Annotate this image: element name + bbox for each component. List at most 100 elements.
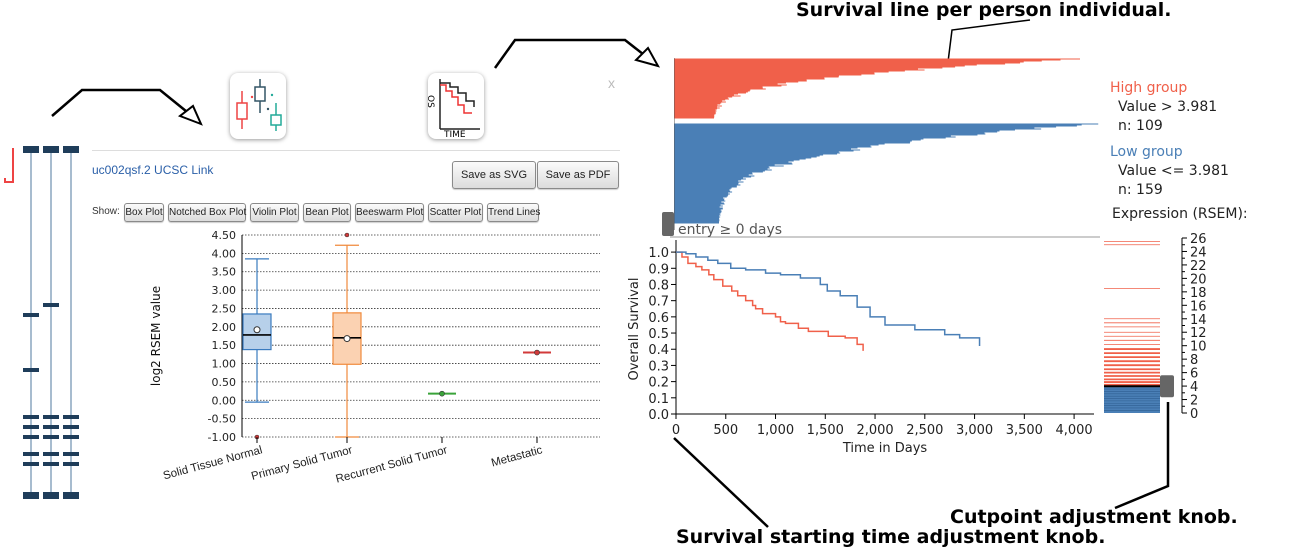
km-high-group-curve — [676, 251, 864, 351]
exon-block — [23, 462, 39, 466]
kaplan-meier-chart: entry ≥ 0 days 1.00.90.8 0.70.60.50.40.3 0.… — [627, 212, 1100, 456]
expression-tick-label: 20 — [1190, 272, 1207, 287]
km-ytick-label: 0.0 — [648, 408, 669, 423]
exon-block — [43, 462, 59, 466]
survival-line-annotation: Survival line per person individual. — [796, 0, 1172, 21]
km-low-group-curve — [676, 251, 981, 346]
low-group-title: Low group — [1110, 144, 1183, 160]
bean-plot-button[interactable]: Bean Plot — [303, 203, 351, 222]
expression-tick-label: 24 — [1190, 245, 1207, 260]
exon-block — [63, 492, 79, 499]
boxplot-ytick-label: 0.50 — [212, 376, 237, 389]
save-svg-button[interactable]: Save as SVG — [452, 161, 536, 189]
km-xtick-label: 1,000 — [757, 423, 794, 438]
km-ytick-label: 0.1 — [648, 392, 669, 407]
boxplot-ytick-label: -0.50 — [208, 413, 236, 426]
close-icon[interactable]: x — [608, 75, 615, 91]
start-knob-pointer — [673, 437, 769, 528]
box-plot-button[interactable]: Box Plot — [124, 203, 164, 222]
start-time-knob[interactable] — [662, 212, 674, 236]
exon-block — [23, 415, 39, 419]
expression-tick-label: 6 — [1190, 367, 1198, 382]
trend-lines-button[interactable]: Trend Lines — [487, 203, 540, 222]
low-group-n: n: 159 — [1118, 182, 1163, 198]
panel-divider — [92, 150, 620, 151]
boxplot-thumbnail-icon[interactable] — [230, 73, 286, 139]
save-pdf-button[interactable]: Save as PDF — [537, 161, 619, 189]
boxplot-ytick-label: 3.00 — [212, 284, 237, 297]
boxplot-mean-point — [253, 326, 261, 334]
cutpoint-knob-annotation: Cutpoint adjustment knob. — [950, 506, 1238, 528]
os-icon-label: OS — [428, 95, 435, 108]
boxplot-mean-point — [343, 335, 351, 343]
expression-tick-label: 18 — [1190, 286, 1207, 301]
km-xtick-label: 3,500 — [1006, 423, 1043, 438]
expression-tick-label: 22 — [1190, 259, 1207, 274]
survival-thumbnail-icon[interactable]: OS TIME — [425, 73, 484, 140]
km-ytick-label: 1.0 — [648, 246, 669, 261]
expression-tick-label: 26 — [1190, 232, 1207, 247]
low-group-value: Value <= 3.981 — [1118, 163, 1229, 179]
cutpoint-knob-pointer — [1114, 402, 1170, 510]
exon-block — [23, 368, 39, 372]
expression-tick-label: 0 — [1190, 407, 1198, 422]
exon-block — [23, 313, 39, 317]
expression-tick-label: 12 — [1190, 326, 1207, 341]
boxplot-ytick-label: 4.50 — [212, 229, 237, 242]
ucsc-link[interactable]: uc002qsf.2 UCSC Link — [92, 163, 214, 177]
exon-block — [23, 146, 39, 153]
boxplot-ytick-label: 2.00 — [212, 321, 237, 334]
boxplot-ytick-label: 0.00 — [212, 394, 237, 407]
cutpoint-knob[interactable] — [1160, 375, 1174, 398]
boxplot-ytick-label: 1.50 — [212, 339, 237, 352]
exon-block — [43, 435, 59, 439]
exon-block — [43, 452, 59, 456]
expression-tick-label: 16 — [1190, 299, 1207, 314]
exon-block — [43, 415, 59, 419]
show-label: Show: — [92, 206, 120, 217]
boxplot-ylabel: log2 RSEM value — [149, 286, 163, 386]
arrow-to-survival-panel — [493, 38, 649, 69]
exon-block — [63, 462, 79, 466]
high-group-n: n: 109 — [1118, 118, 1163, 134]
km-xtick-label: 3,000 — [956, 423, 993, 438]
km-xtick-label: 500 — [713, 423, 738, 438]
exon-block — [23, 492, 39, 499]
expression-tick-label: 2 — [1190, 394, 1198, 409]
high-group-value: Value > 3.981 — [1118, 99, 1218, 115]
km-ytick-label: 0.9 — [648, 262, 669, 277]
beeswarm-plot-button[interactable]: Beeswarm Plot — [355, 203, 424, 222]
km-ytick-label: 0.6 — [648, 311, 669, 326]
boxplot-chart: 4.50 4.00 3.50 3.00 2.50 2.00 1.50 1.00 0.50 0.00… — [149, 229, 600, 486]
km-ytick-label: 0.8 — [648, 278, 669, 293]
boxplot-outlier — [344, 232, 350, 238]
time-icon-label: TIME — [443, 130, 466, 139]
km-ytick-label: 0.7 — [648, 295, 669, 310]
boxplot-ytick-label: 4.00 — [212, 247, 237, 260]
notched-box-plot-button[interactable]: Notched Box Plot — [168, 203, 246, 222]
expression-tick-label: 14 — [1190, 313, 1207, 328]
high-group-title: High group — [1110, 80, 1188, 96]
boxplot-single-point — [439, 390, 445, 397]
km-xtick-label: 2,500 — [906, 423, 943, 438]
km-ytick-label: 0.4 — [648, 343, 669, 358]
exon-block — [23, 452, 39, 456]
expression-low-block — [1104, 386, 1160, 413]
km-ylabel: Overall Survival — [627, 277, 642, 380]
boxplot-ytick-label: -1.00 — [208, 431, 236, 444]
km-xtick-label: 2,000 — [856, 423, 893, 438]
scatter-plot-button[interactable]: Scatter Plot — [428, 203, 483, 222]
exon-block — [43, 492, 59, 499]
exon-block — [63, 415, 79, 419]
violin-plot-button[interactable]: Violin Plot — [250, 203, 299, 222]
entry-label: entry ≥ 0 days — [678, 222, 782, 238]
exon-block — [43, 303, 59, 307]
km-ytick-label: 0.2 — [648, 376, 669, 391]
km-ytick-label: 0.3 — [648, 359, 669, 374]
survival-line-pointer — [947, 19, 1031, 63]
km-xtick-label: 4,000 — [1055, 423, 1092, 438]
start-knob-annotation: Survival starting time adjustment knob. — [676, 526, 1106, 548]
exon-block — [23, 435, 39, 439]
